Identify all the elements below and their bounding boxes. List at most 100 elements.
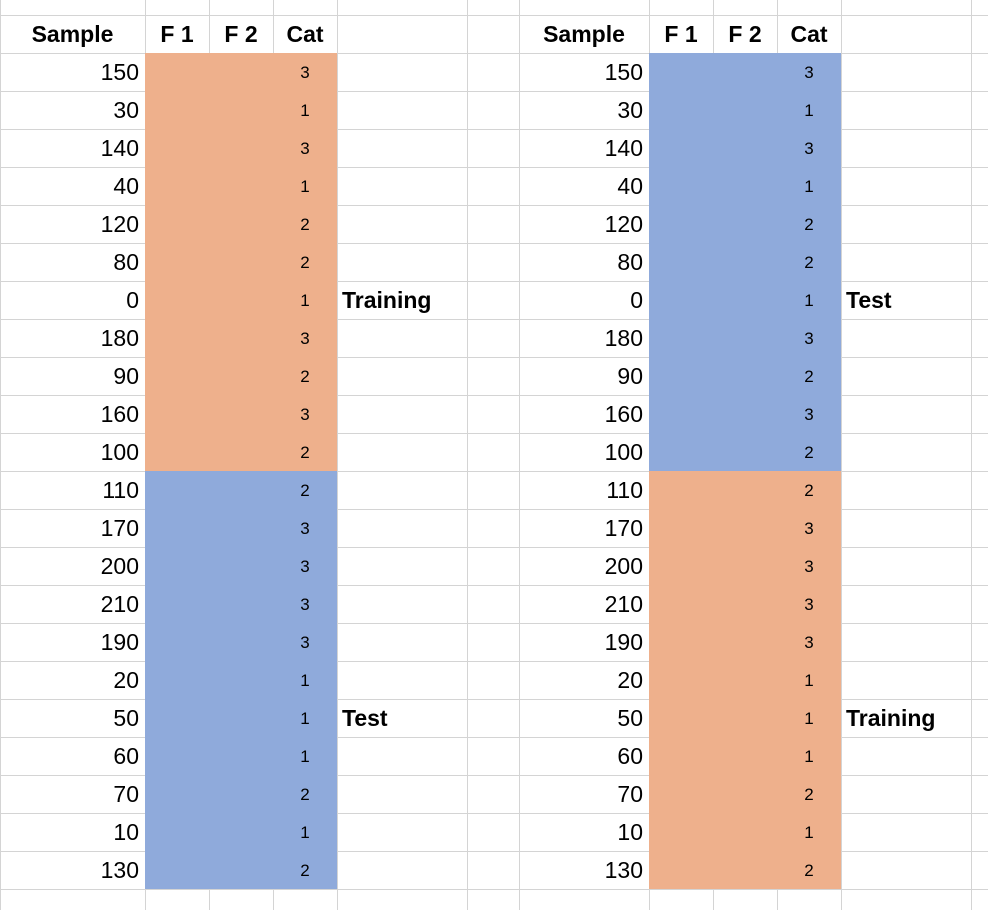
sample-cell[interactable]: 130 [100,857,139,883]
cat-cell[interactable]: 3 [804,633,814,652]
cat-cell[interactable]: 3 [300,633,310,652]
cat-cell[interactable]: 3 [804,557,814,576]
sample-cell[interactable]: 20 [617,667,643,693]
cat-cell[interactable]: 3 [300,595,310,614]
cat-cell[interactable]: 1 [804,177,814,196]
cat-cell[interactable]: 2 [300,481,310,500]
sample-cell[interactable]: 50 [617,705,643,731]
cat-cell[interactable]: 3 [804,595,814,614]
cat-cell[interactable]: 3 [804,519,814,538]
header-f1[interactable]: F 1 [160,21,194,47]
cat-cell[interactable]: 1 [804,823,814,842]
sample-cell[interactable]: 100 [604,439,643,465]
group-label-test[interactable]: Test [846,287,892,313]
sample-cell[interactable]: 200 [604,553,643,579]
cat-cell[interactable]: 3 [300,557,310,576]
cat-cell[interactable]: 2 [804,367,814,386]
header-cat[interactable]: Cat [790,21,828,47]
sample-cell[interactable]: 90 [113,363,139,389]
sample-cell[interactable]: 120 [100,211,139,237]
sample-cell[interactable]: 160 [100,401,139,427]
cat-cell[interactable]: 1 [804,747,814,766]
sample-cell[interactable]: 140 [604,135,643,161]
sample-cell[interactable]: 30 [113,97,139,123]
cat-cell[interactable]: 1 [300,671,310,690]
cat-cell[interactable]: 1 [804,291,814,310]
sample-cell[interactable]: 120 [604,211,643,237]
sample-cell[interactable]: 70 [113,781,139,807]
cat-cell[interactable]: 2 [804,253,814,272]
sample-cell[interactable]: 100 [100,439,139,465]
cat-cell[interactable]: 2 [300,861,310,880]
sample-cell[interactable]: 60 [617,743,643,769]
cat-cell[interactable]: 3 [300,519,310,538]
sample-cell[interactable]: 200 [100,553,139,579]
header-f2[interactable]: F 2 [224,21,258,47]
cat-cell[interactable]: 3 [804,405,814,424]
cat-cell[interactable]: 3 [300,63,310,82]
header-f1[interactable]: F 1 [664,21,698,47]
group-label-training[interactable]: Training [846,705,936,731]
cat-cell[interactable]: 2 [804,861,814,880]
sample-cell[interactable]: 80 [113,249,139,275]
cat-cell[interactable]: 2 [804,785,814,804]
sample-cell[interactable]: 70 [617,781,643,807]
cat-cell[interactable]: 3 [804,63,814,82]
sample-cell[interactable]: 150 [100,59,139,85]
cat-cell[interactable]: 3 [300,405,310,424]
cat-cell[interactable]: 1 [300,291,310,310]
sample-cell[interactable]: 140 [100,135,139,161]
sample-cell[interactable]: 170 [604,515,643,541]
sample-cell[interactable]: 10 [113,819,139,845]
group-label-training[interactable]: Training [342,287,432,313]
sample-cell[interactable]: 30 [617,97,643,123]
sample-cell[interactable]: 180 [100,325,139,351]
cat-cell[interactable]: 2 [300,443,310,462]
sample-cell[interactable]: 190 [604,629,643,655]
cat-cell[interactable]: 2 [300,215,310,234]
sample-cell[interactable]: 20 [113,667,139,693]
cat-cell[interactable]: 1 [300,101,310,120]
cat-cell[interactable]: 1 [804,709,814,728]
sample-cell[interactable]: 170 [100,515,139,541]
cat-cell[interactable]: 1 [300,709,310,728]
cat-cell[interactable]: 2 [300,367,310,386]
sample-cell[interactable]: 40 [113,173,139,199]
header-sample[interactable]: Sample [31,21,114,47]
cat-cell[interactable]: 3 [804,139,814,158]
sample-cell[interactable]: 210 [604,591,643,617]
cat-cell[interactable]: 2 [804,215,814,234]
group-label-test[interactable]: Test [342,705,388,731]
header-sample[interactable]: Sample [543,21,625,47]
cat-cell[interactable]: 1 [300,823,310,842]
cat-cell[interactable]: 2 [804,443,814,462]
sample-cell[interactable]: 0 [126,287,139,313]
sample-cell[interactable]: 190 [100,629,139,655]
sample-cell[interactable]: 0 [630,287,643,313]
cat-cell[interactable]: 2 [804,481,814,500]
sample-cell[interactable]: 40 [617,173,643,199]
sample-cell[interactable]: 80 [617,249,643,275]
sample-cell[interactable]: 150 [604,59,643,85]
cat-cell[interactable]: 1 [300,177,310,196]
cat-cell[interactable]: 3 [300,139,310,158]
header-f2[interactable]: F 2 [728,21,762,47]
sample-cell[interactable]: 50 [113,705,139,731]
sample-cell[interactable]: 180 [604,325,643,351]
sample-cell[interactable]: 110 [606,477,643,503]
cat-cell[interactable]: 1 [804,671,814,690]
cat-cell[interactable]: 2 [300,785,310,804]
cat-cell[interactable]: 1 [300,747,310,766]
sample-cell[interactable]: 210 [100,591,139,617]
cat-cell[interactable]: 2 [300,253,310,272]
sample-cell[interactable]: 130 [604,857,643,883]
sample-cell[interactable]: 110 [102,477,139,503]
sample-cell[interactable]: 160 [604,401,643,427]
cat-cell[interactable]: 3 [804,329,814,348]
sample-cell[interactable]: 10 [617,819,643,845]
cat-cell[interactable]: 3 [300,329,310,348]
sample-cell[interactable]: 60 [113,743,139,769]
sample-cell[interactable]: 90 [617,363,643,389]
cat-cell[interactable]: 1 [804,101,814,120]
header-cat[interactable]: Cat [286,21,324,47]
